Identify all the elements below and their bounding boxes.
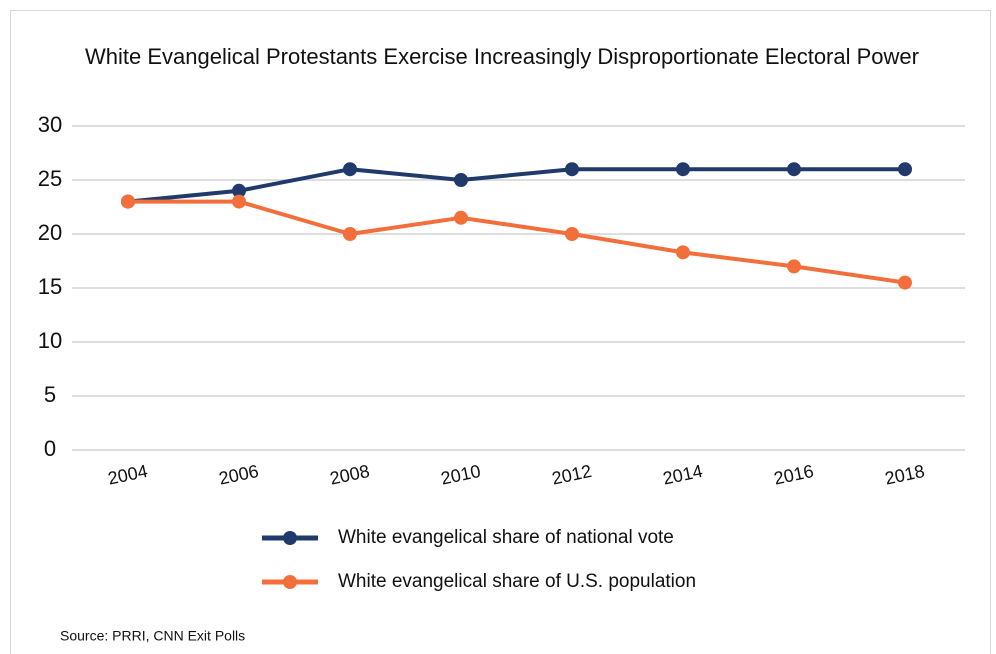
- y-tick-label: 5: [44, 382, 56, 407]
- y-tick-label: 0: [44, 436, 56, 461]
- data-point: [565, 227, 579, 241]
- series-line: [127, 167, 905, 204]
- data-point: [343, 227, 357, 241]
- y-tick-label: 30: [38, 112, 62, 137]
- x-tick-label: 2014: [661, 461, 704, 489]
- x-tick-label: 2016: [772, 461, 815, 489]
- legend-label: White evangelical share of U.S. populati…: [338, 571, 696, 592]
- x-tick-label: 2018: [883, 461, 926, 489]
- y-tick-label: 20: [38, 220, 62, 245]
- x-tick-label: 2010: [439, 461, 482, 489]
- data-point: [232, 183, 246, 198]
- legend-label: White evangelical share of national vote: [338, 527, 674, 548]
- data-point: [787, 259, 801, 274]
- data-point: [454, 210, 468, 225]
- data-point: [343, 162, 357, 177]
- chart-title: White Evangelical Protestants Exercise I…: [85, 44, 919, 69]
- series-line: [128, 199, 906, 285]
- x-tick-label: 2008: [328, 461, 371, 489]
- y-tick-label: 10: [38, 328, 62, 353]
- data-point: [232, 194, 246, 209]
- y-tick-label: 15: [38, 274, 62, 299]
- data-point: [676, 162, 690, 177]
- legend-marker: [283, 575, 297, 589]
- x-tick-label: 2012: [550, 461, 593, 489]
- data-point: [454, 173, 468, 187]
- legend-marker: [283, 531, 297, 545]
- data-point: [565, 162, 579, 177]
- frame: [10, 10, 991, 654]
- data-point: [121, 194, 135, 209]
- x-tick-label: 2006: [217, 461, 260, 489]
- data-point: [898, 162, 912, 177]
- y-tick-label: 25: [38, 166, 62, 191]
- x-tick-label: 2004: [106, 461, 149, 489]
- data-point: [676, 245, 690, 260]
- data-point: [787, 162, 801, 177]
- source-note: Source: PRRI, CNN Exit Polls: [60, 628, 245, 644]
- data-point: [898, 275, 912, 290]
